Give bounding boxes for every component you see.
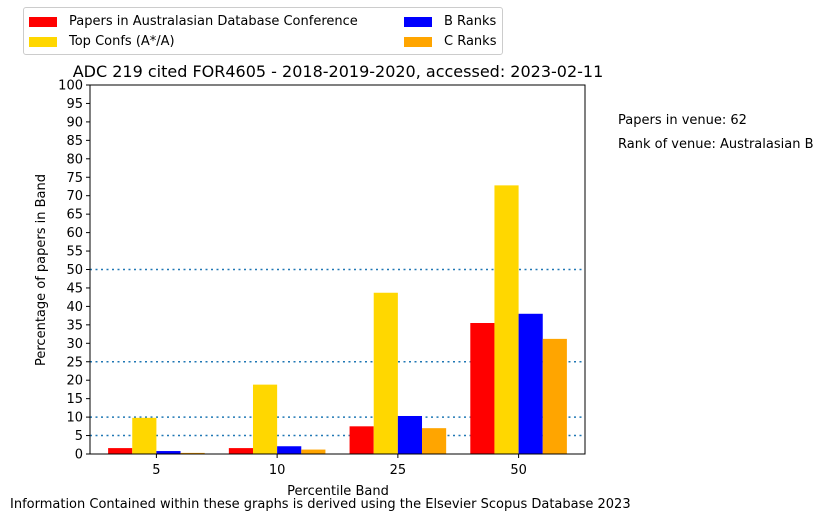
legend: Papers in Australasian Database Conferen… [23,7,503,55]
y-tick-label: 90 [66,115,83,130]
x-tick-label: 50 [510,463,527,478]
bar [277,446,302,454]
chart-title: ADC 219 cited FOR4605 - 2018-2019-2020, … [73,62,604,81]
y-tick-label: 15 [66,392,83,407]
bar [252,384,278,454]
bar [494,185,519,455]
bar [542,338,567,454]
annotation-papers-in-venue: Papers in venue: 62 [618,113,747,128]
y-tick-label: 5 [75,429,83,444]
y-tick-label: 100 [58,79,83,94]
bar [108,448,133,454]
bar [422,428,447,454]
bar [397,415,423,454]
bar [228,448,253,454]
bar [156,451,181,454]
y-tick-label: 55 [66,245,83,260]
bar [349,426,374,454]
legend-label: Top Confs (A*/A) [69,34,175,49]
y-tick-label: 20 [66,374,83,389]
y-tick-label: 60 [66,226,83,241]
y-tick-label: 10 [66,411,83,426]
y-axis-ticks: 0 5 10 15 20 25 30 35 40 45 50 55 60 65 70 75 80 85 90 95 10… [58,79,90,463]
annotation-rank-of-venue: Rank of venue: Australasian B [618,137,814,152]
y-tick-label: 35 [66,318,83,333]
legend-label: C Ranks [444,34,497,49]
bar [518,313,543,454]
bar [180,452,205,454]
x-axis-ticks: 5 10 25 50 [152,454,527,478]
x-axis-label: Percentile Band [287,484,389,499]
legend-label: Papers in Australasian Database Conferen… [69,14,358,29]
y-axis-label: Percentage of papers in Band [34,174,49,366]
y-tick-label: 25 [66,355,83,370]
legend-swatch [29,37,57,47]
y-tick-label: 30 [66,337,83,352]
x-tick-label: 25 [390,463,407,478]
x-tick-label: 5 [152,463,160,478]
y-tick-label: 85 [66,134,83,149]
y-tick-label: 65 [66,208,83,223]
legend-swatch [29,17,57,27]
x-tick-label: 10 [269,463,286,478]
y-tick-label: 0 [75,448,83,463]
legend-label: B Ranks [444,14,497,29]
footer-note: Information Contained within these graph… [10,497,631,512]
bar [132,417,157,454]
y-tick-label: 40 [66,300,83,315]
y-tick-label: 80 [66,152,83,167]
legend-swatch [404,17,432,27]
bar [301,449,326,454]
bar [470,323,495,454]
bar [373,292,398,454]
y-tick-label: 50 [66,263,83,278]
legend-swatch [404,37,432,47]
y-tick-label: 45 [66,281,83,296]
y-tick-label: 75 [66,171,83,186]
y-tick-label: 95 [66,97,83,112]
y-tick-label: 70 [66,189,83,204]
bars [108,185,567,455]
